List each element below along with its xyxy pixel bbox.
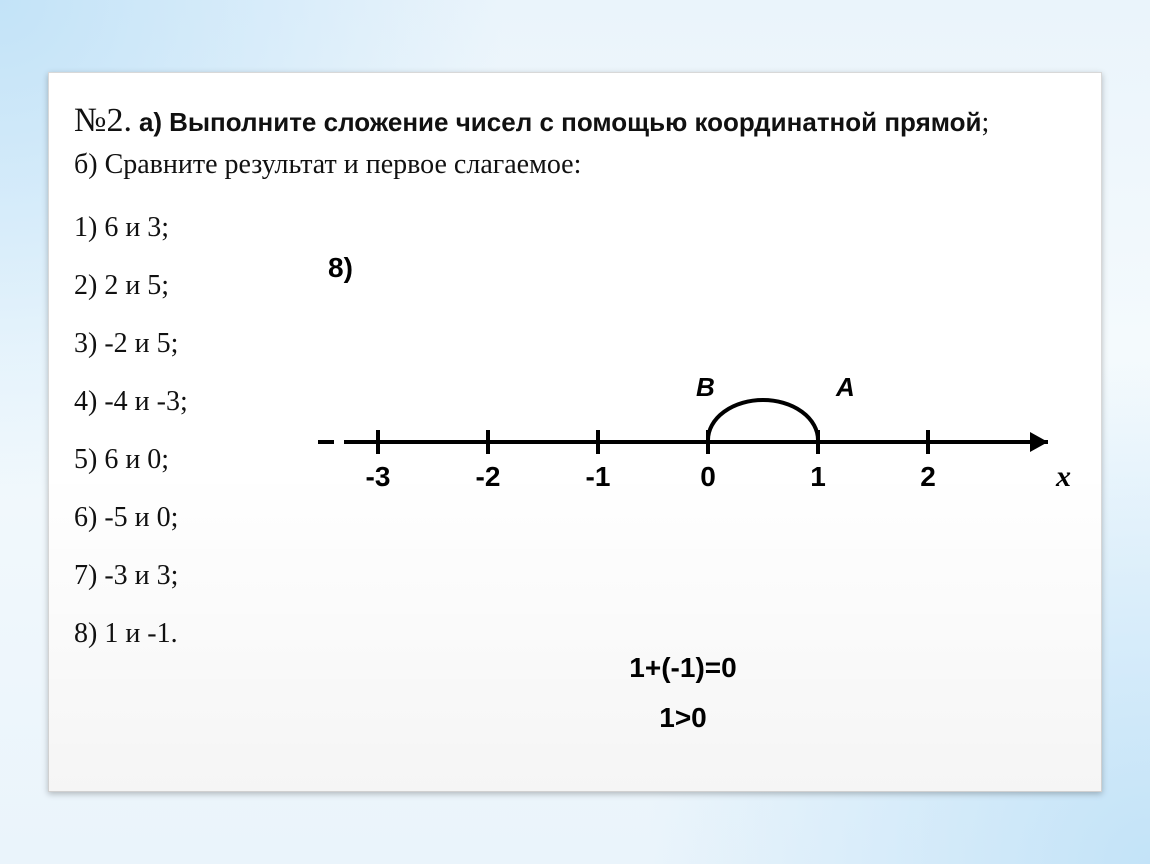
part-a-text: Выполните сложение чисел с помощью коорд… (169, 107, 981, 137)
number-line: -3 -2 -1 0 1 2 x B A (288, 372, 1078, 522)
svg-text:0: 0 (700, 461, 716, 492)
svg-text:B: B (696, 372, 715, 402)
part-b-label: б) (74, 149, 98, 180)
list-item: 8) 1 и -1. (74, 618, 188, 650)
svg-text:x: x (1055, 460, 1071, 493)
list-item: 1) 6 и 3; (74, 212, 188, 244)
svg-text:-3: -3 (366, 461, 391, 492)
svg-text:A: A (835, 372, 855, 402)
problem-number: №2. (74, 102, 132, 139)
item-list: 1) 6 и 3; 2) 2 и 5; 3) -2 и 5; 4) -4 и -… (74, 212, 188, 676)
list-item: 5) 6 и 0; (74, 444, 188, 476)
part-a-label: а) (139, 107, 162, 137)
svg-text:-1: -1 (586, 461, 611, 492)
figure-label: 8) (328, 252, 353, 284)
slide-card: №2. а) Выполните сложение чисел с помощь… (48, 72, 1102, 792)
list-item: 7) -3 и 3; (74, 560, 188, 592)
svg-text:2: 2 (920, 461, 936, 492)
list-item: 4) -4 и -3; (74, 386, 188, 418)
svg-text:1: 1 (810, 461, 826, 492)
list-item: 3) -2 и 5; (74, 328, 188, 360)
list-item: 2) 2 и 5; (74, 270, 188, 302)
svg-text:-2: -2 (476, 461, 501, 492)
equation-2: 1>0 (288, 702, 1078, 734)
figure-area: 8) -3 -2 -1 0 1 2 x B A 1+(-1)=0 1>0 (288, 212, 1078, 772)
equation-1: 1+(-1)=0 (288, 652, 1078, 684)
part-b-text: Сравните результат и первое слагаемое: (105, 149, 582, 180)
problem-prompt: №2. а) Выполните сложение чисел с помощь… (74, 96, 1076, 186)
list-item: 6) -5 и 0; (74, 502, 188, 534)
